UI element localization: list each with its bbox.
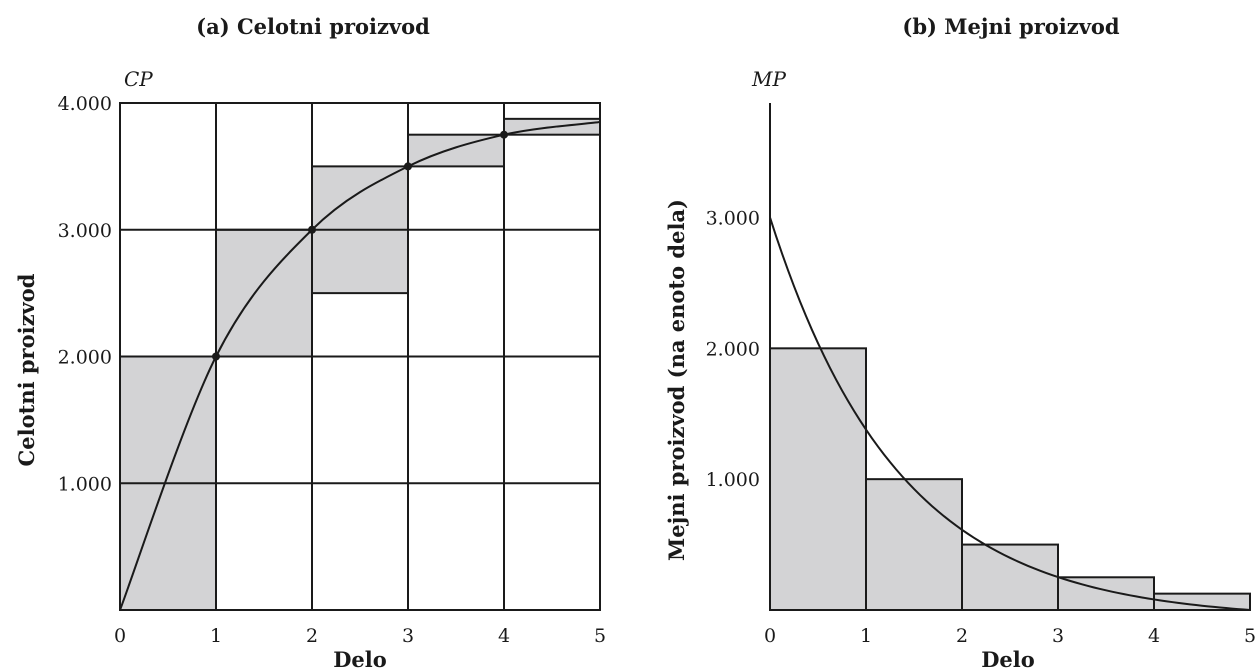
panel-b-y-ticks: 1.000 2.000 3.000 [706,207,760,491]
mp-bar-1 [769,347,867,611]
x-tick-label: 1 [210,625,222,647]
x-tick-label: 2 [306,625,318,647]
data-point-2 [308,225,316,234]
panel-b-x-ticks: 0 1 2 3 4 5 [764,625,1256,647]
panel-b-bars [769,347,1251,612]
panel-b-title: (b) Mejni proizvod [902,14,1119,39]
panel-a-frame [119,102,601,611]
y-tick-label: 1.000 [706,469,760,491]
mp-bar-3 [961,543,1059,611]
panel-b-marginal-product-curve [769,217,1251,611]
x-tick-label: 0 [764,625,776,647]
x-tick-label: 1 [860,625,872,647]
panel-b-axes [769,103,1250,611]
y-tick-label: 1.000 [58,473,112,495]
x-tick-label: 5 [1244,625,1256,647]
x-tick-label: 0 [114,625,126,647]
panel-a-variable-label: CP [124,67,153,91]
panel-a-x-axis-title: Delo [333,647,387,670]
panel-a-y-axis-title: Celotni proizvod [14,273,39,466]
y-tick-label: 3.000 [58,220,112,242]
panel-a-x-ticks: 0 1 2 3 4 5 [114,625,606,647]
x-tick-label: 3 [402,625,414,647]
y-tick-label: 2.000 [58,347,112,369]
panel-b-x-axis-title: Delo [981,647,1035,670]
panel-b-variable-label: MP [751,67,786,91]
panel-a-points [212,130,508,361]
panel-a-title: (a) Celotni proizvod [196,14,430,39]
panel-a-y-ticks: 1.000 2.000 3.000 4.000 [58,93,112,495]
mp-bar-2 [865,478,963,611]
y-tick-label: 2.000 [706,338,760,360]
x-tick-label: 2 [956,625,968,647]
x-tick-label: 5 [594,625,606,647]
data-point-3 [404,162,412,171]
increment-rect-4 [407,133,505,168]
x-tick-label: 4 [498,625,510,647]
increment-rect-2 [215,228,313,358]
panel-total-product: (a) Celotni proizvod CP Celotni proizvod… [14,14,606,670]
data-point-1 [212,352,220,361]
panel-b-y-axis-title: Mejni proizvod (na enoto dela) [664,199,689,561]
x-tick-label: 4 [1148,625,1160,647]
data-point-4 [500,130,508,139]
y-tick-label: 4.000 [58,93,112,115]
panel-marginal-product: (b) Mejni proizvod MP Mejni proizvod (na… [664,14,1256,670]
x-tick-label: 3 [1052,625,1064,647]
y-tick-label: 3.000 [706,207,760,229]
